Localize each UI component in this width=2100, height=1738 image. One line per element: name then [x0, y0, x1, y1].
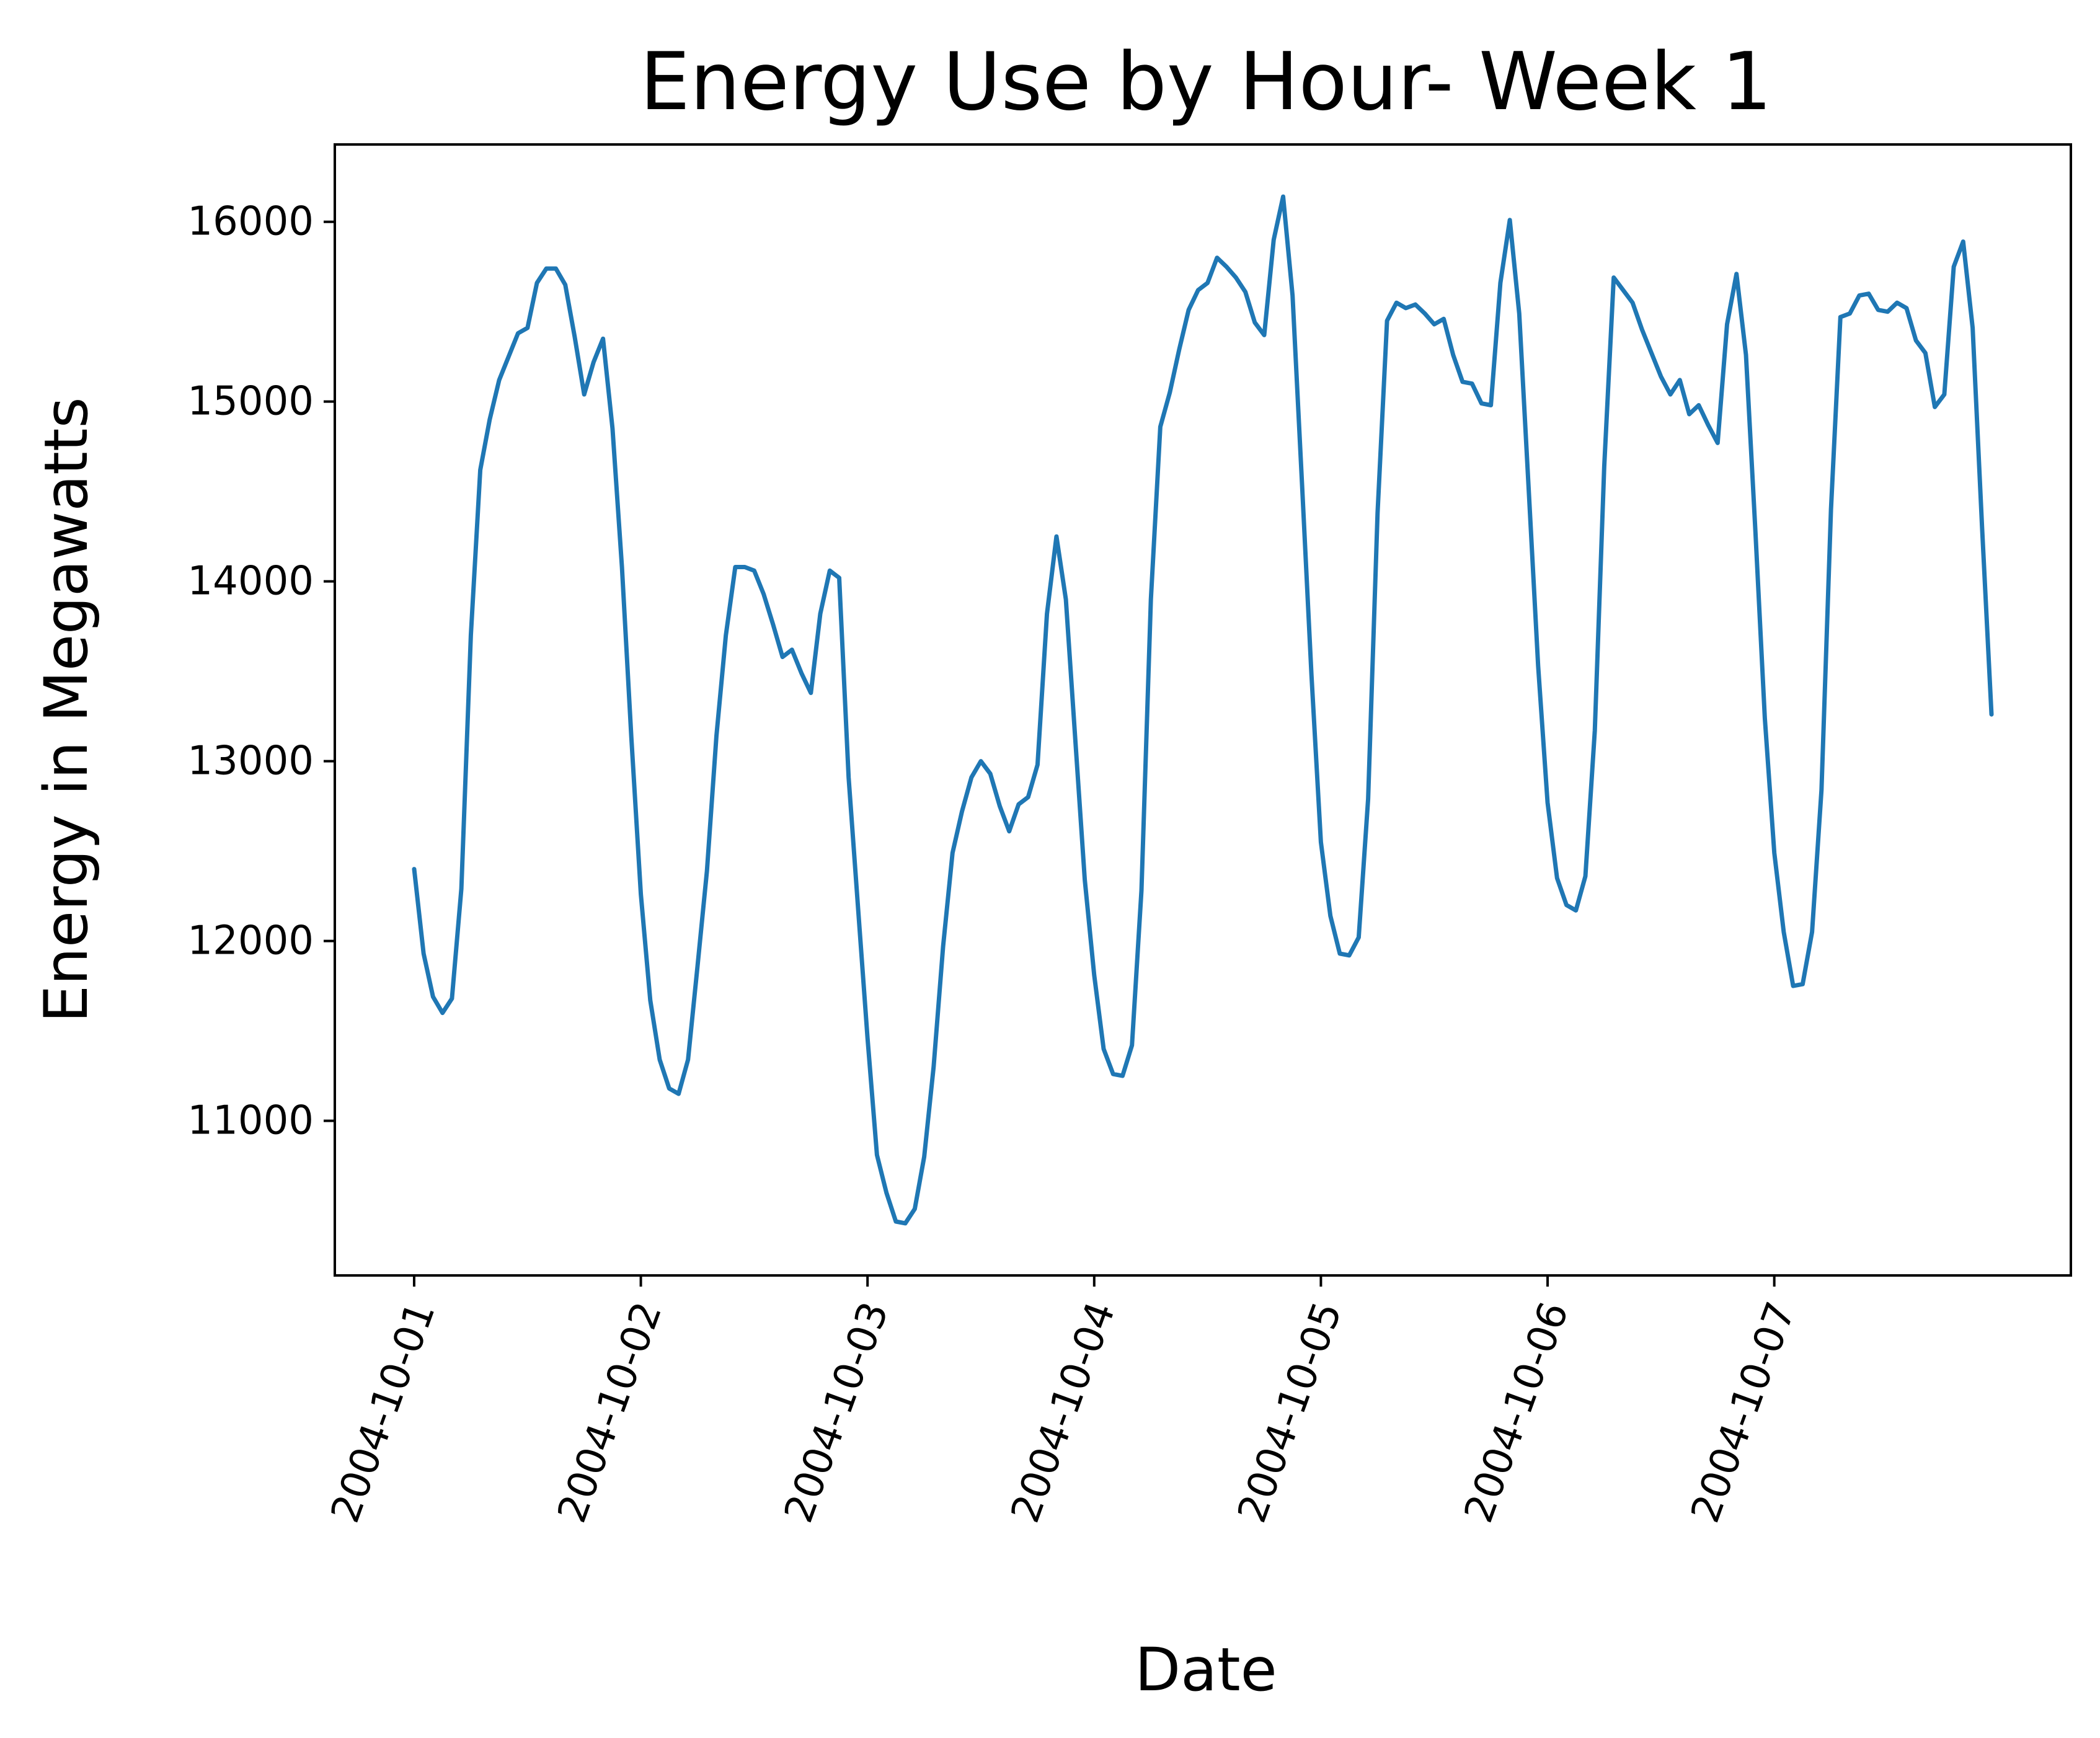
y-tick-label: 16000 — [187, 199, 314, 245]
x-axis: 2004-10-01 2004-10-02 2004-10-03 2004-10-04… — [322, 1275, 1804, 1528]
x-tick-label: 2004-10-03 — [776, 1296, 898, 1528]
y-tick-label: 14000 — [187, 559, 314, 605]
energy-series-line — [412, 194, 1994, 1226]
y-axis-label: Energy in Megawatts — [32, 397, 101, 1023]
y-axis: 11000 12000 13000 14000 15000 16000 — [187, 199, 335, 1144]
x-tick-label: 2004-10-07 — [1683, 1296, 1805, 1528]
y-tick-label: 12000 — [187, 918, 314, 964]
x-axis-label: Date — [1135, 1635, 1277, 1705]
y-tick-label: 11000 — [187, 1098, 314, 1144]
x-tick-label: 2004-10-06 — [1456, 1296, 1578, 1528]
x-tick-label: 2004-10-02 — [549, 1296, 671, 1528]
chart-title: Energy Use by Hour- Week 1 — [640, 36, 1772, 128]
x-tick-label: 2004-10-01 — [322, 1296, 445, 1528]
x-tick-label: 2004-10-05 — [1229, 1296, 1351, 1528]
y-tick-label: 13000 — [187, 738, 314, 784]
x-tick-label: 2004-10-04 — [1003, 1296, 1125, 1528]
y-tick-label: 15000 — [187, 379, 314, 425]
plot-area — [334, 143, 2072, 1277]
